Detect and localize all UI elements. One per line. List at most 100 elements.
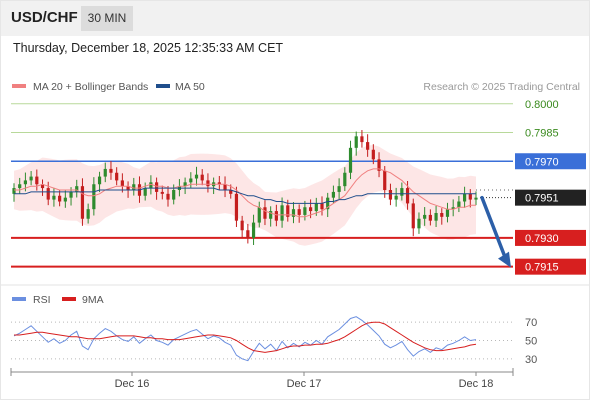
candle-body: [468, 193, 472, 200]
candle-body: [120, 180, 124, 187]
rsi-panel: 70 50 30: [11, 316, 537, 366]
rsi-legend-label: RSI: [33, 294, 51, 306]
level-label-0.7970: 0.7970: [525, 156, 559, 168]
candle-body: [189, 178, 193, 183]
level-label-0.7915: 0.7915: [525, 262, 559, 274]
candle-body: [246, 230, 250, 238]
candle-body: [343, 172, 347, 187]
candle-body: [280, 205, 284, 221]
candle-body: [46, 188, 50, 200]
candle-body: [434, 213, 438, 221]
time-tick-label: Dec 17: [287, 378, 322, 390]
candle-body: [115, 172, 119, 181]
candle-body: [80, 186, 85, 219]
rsi-ma-legend-swatch: [62, 297, 76, 301]
candle-body: [371, 149, 375, 160]
candle-body: [428, 214, 432, 221]
candle-body: [308, 207, 313, 212]
ma20-line: [14, 168, 476, 218]
candle-body: [103, 168, 107, 177]
candle-body: [303, 207, 307, 215]
rsi-line: [13, 316, 477, 362]
candle-body: [377, 159, 381, 171]
candle-body: [126, 186, 130, 190]
candle-body: [234, 193, 239, 221]
last-price-label: 0.7951: [525, 193, 559, 205]
candle-body: [63, 197, 67, 202]
candle-body: [366, 142, 370, 150]
candle-body: [394, 195, 398, 200]
candle-body: [92, 184, 96, 210]
projection-arrow-head: [498, 251, 511, 268]
candle-body: [405, 188, 410, 204]
level-tag-0.7915: [515, 258, 586, 275]
candle-body: [462, 193, 467, 202]
candle-body: [388, 190, 393, 200]
candle-body: [474, 197, 478, 200]
candle-body: [326, 197, 330, 210]
symbol-title: USD/CHF: [11, 9, 78, 26]
candle-body: [154, 182, 159, 192]
candle-body: [348, 147, 353, 173]
ma50-legend-label: MA 50: [175, 81, 205, 93]
candle-body: [360, 136, 364, 143]
candle-body: [423, 214, 427, 219]
rsi-tick-label: 70: [525, 317, 537, 329]
candle-body: [12, 188, 16, 194]
level-tag-0.7930: [515, 229, 586, 246]
candle-body: [206, 180, 210, 187]
candle-body: [40, 184, 45, 189]
candle-body: [223, 184, 227, 190]
rsi-ma-legend-label: 9MA: [82, 294, 104, 306]
title-bar: USD/CHF 30 MIN: [0, 0, 590, 36]
level-label-0.7930: 0.7930: [525, 233, 559, 245]
interval-button[interactable]: 30 MIN: [81, 6, 133, 31]
ma20-legend-swatch: [12, 84, 26, 88]
level-label-0.8000: 0.8000: [525, 99, 559, 111]
candle-body: [97, 176, 102, 185]
ma50-legend-swatch: [156, 84, 170, 88]
candle-body: [23, 180, 28, 185]
candle-body: [331, 191, 336, 198]
candle-body: [297, 209, 301, 215]
time-axis: Dec 16 Dec 17 Dec 18: [10, 368, 514, 390]
ma20-legend-label: MA 20 + Bollinger Bands: [33, 81, 148, 93]
time-tick-label: Dec 18: [459, 378, 494, 390]
candle-body: [160, 191, 164, 194]
candle-body: [274, 211, 278, 221]
bollinger-band: [14, 145, 476, 246]
projection-arrow-shaft: [480, 195, 508, 262]
candle-body: [183, 182, 187, 187]
candle-body: [383, 170, 387, 190]
candle-body: [200, 174, 204, 181]
candle-body: [194, 174, 199, 179]
candle-body: [251, 222, 256, 238]
candle-body: [286, 205, 290, 217]
candle-body: [86, 209, 90, 219]
candle-body: [354, 136, 358, 148]
candle-body: [143, 188, 147, 196]
rsi-tick-label: 50: [525, 336, 537, 348]
candle-body: [132, 184, 136, 190]
candle-body: [75, 186, 79, 192]
candle-body: [35, 176, 39, 185]
candle-body: [149, 182, 153, 189]
candle-body: [269, 211, 273, 219]
level-label-0.7985: 0.7985: [525, 128, 559, 140]
candle-body: [217, 182, 221, 185]
last-price-tag: [515, 189, 586, 206]
candle-body: [18, 184, 22, 189]
candle-body: [109, 168, 113, 173]
timestamp: Thursday, December 18, 2025 12:35:33 AM …: [13, 41, 284, 55]
candle-body: [29, 176, 33, 181]
candle-body: [337, 186, 341, 192]
candle-body: [291, 209, 296, 217]
candle-body: [440, 213, 444, 217]
candle-body: [229, 190, 233, 194]
rsi-legend-swatch: [12, 297, 26, 301]
level-tag-0.7970: [515, 153, 586, 170]
candle-body: [52, 195, 56, 200]
candle-body: [457, 201, 461, 208]
candle-body: [240, 220, 244, 231]
